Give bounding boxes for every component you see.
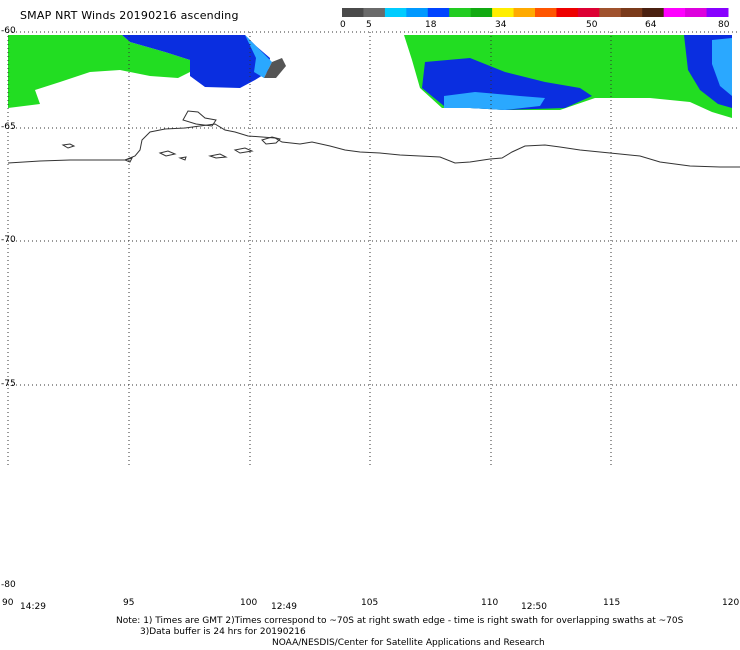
swath-green-left [8, 35, 190, 108]
colorbar-segment [599, 8, 622, 17]
longitude-label: 90 [2, 598, 14, 608]
longitude-label: 105 [361, 598, 379, 608]
wind-speed-colorbar [342, 8, 729, 17]
latitude-label: -65 [1, 122, 16, 132]
swath-time-label: 14:29 [20, 602, 46, 612]
swath-lightblue-left [245, 35, 272, 78]
longitude-label: 100 [240, 598, 258, 608]
swath-lightblue-right [444, 92, 545, 110]
note-line-2: 3)Data buffer is 24 hrs for 20190216 [140, 627, 306, 637]
colorbar-segment [620, 8, 643, 17]
longitude-label: 95 [123, 598, 135, 608]
colorbar-segment [513, 8, 536, 17]
colorbar-segment [535, 8, 557, 17]
colorbar-segment [663, 8, 686, 17]
wind-swath-right [404, 35, 732, 118]
colorbar-segment [363, 8, 386, 17]
map-title: SMAP NRT Winds 20190216 ascending [20, 9, 239, 22]
graticule [7, 31, 740, 465]
longitude-label: 120 [722, 598, 740, 608]
latitude-label: -70 [1, 235, 16, 245]
swath-gray-edge [264, 58, 286, 78]
colorbar-segment [406, 8, 429, 17]
colorbar-segment [556, 8, 579, 17]
latitude-label: -80 [1, 580, 16, 590]
colorbar-segment [642, 8, 665, 17]
swath-lightblue-far-right [712, 38, 732, 96]
wind-swath-left [8, 35, 286, 108]
swath-time-label: 12:50 [521, 602, 547, 612]
swath-blue-left [122, 35, 270, 88]
latitude-label: -75 [1, 379, 16, 389]
colorbar-label: 50 [586, 20, 598, 30]
colorbar-label: 18 [425, 20, 437, 30]
longitude-label: 110 [481, 598, 499, 608]
swath-time-label: 12:49 [271, 602, 297, 612]
colorbar-segment [384, 8, 407, 17]
colorbar-label: 64 [645, 20, 657, 30]
colorbar-label: 0 [340, 20, 346, 30]
latitude-label: -60 [1, 26, 16, 36]
colorbar-segment [470, 8, 493, 17]
colorbar-label: 80 [718, 20, 730, 30]
colorbar-label: 5 [366, 20, 372, 30]
colorbar-segment [342, 8, 364, 17]
colorbar-segment [427, 8, 450, 17]
note-line-1: Note: 1) Times are GMT 2)Times correspon… [116, 616, 684, 626]
colorbar-segment [449, 8, 472, 17]
colorbar-segment [685, 8, 708, 17]
colorbar-segment [706, 8, 729, 17]
note-line-3: NOAA/NESDIS/Center for Satellite Applica… [272, 638, 545, 648]
colorbar-segment [577, 8, 600, 17]
colorbar-segment [492, 8, 515, 17]
colorbar-label: 34 [495, 20, 507, 30]
coastline [7, 110, 740, 168]
longitude-label: 115 [603, 598, 621, 608]
